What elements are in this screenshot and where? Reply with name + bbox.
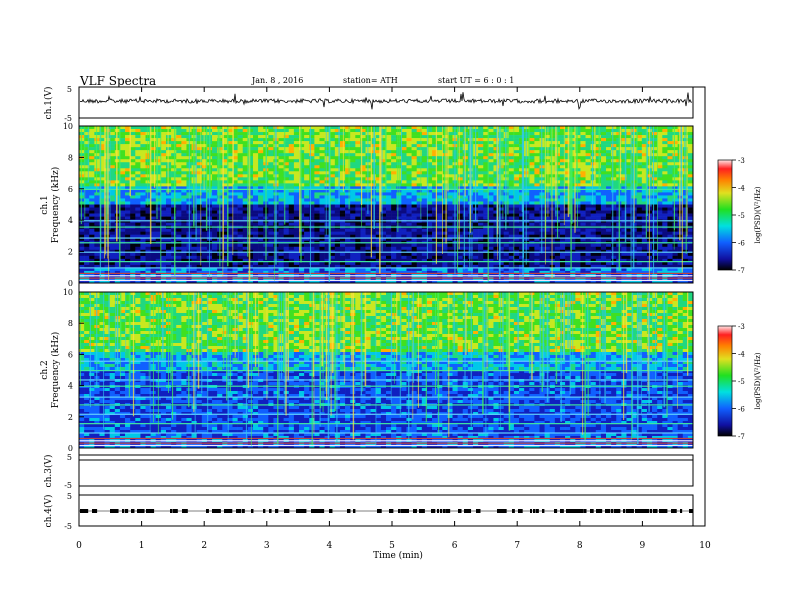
ch1-waveform-line [79, 92, 693, 110]
y-tick-label: 6 [68, 350, 73, 359]
spec2-yticks: 0 2 4 6 8 10 [63, 288, 84, 453]
figure-title: VLF Spectra [79, 74, 156, 88]
colorbar-tick-label: -5 [738, 378, 745, 386]
colorbar-ch2-label: log(PSD)(V²/Hz) [754, 352, 762, 409]
figure-date: Jan. 8 , 2016 [251, 76, 303, 85]
y-tick-label: 4 [68, 382, 73, 391]
x-axis-ticks: 0 1 2 3 4 5 6 7 8 9 10 [76, 87, 711, 551]
y-tick-label: 8 [68, 153, 73, 162]
y-tick-label: 6 [68, 185, 73, 194]
x-tick-label: 5 [389, 541, 395, 551]
x-tick-label: 3 [264, 541, 270, 551]
y-tick-label: 0 [68, 279, 73, 288]
panel-ch1-spectrogram [78, 125, 705, 284]
spec1-yticks: 0 2 4 6 8 10 [63, 122, 84, 288]
x-tick-label: 1 [139, 541, 145, 551]
ch1-ytick-top: 5 [67, 85, 72, 94]
colorbar-ch2: -3 -4 -5 -6 -7 log(PSD)(V²/Hz) [717, 323, 762, 441]
x-axis-label: Time (min) [373, 550, 423, 561]
colorbar-tick-label: -6 [738, 406, 745, 414]
spec1-channel-label: ch.1 [40, 195, 50, 214]
colorbar-tick-label: -7 [738, 267, 745, 275]
x-tick-label: 9 [640, 541, 646, 551]
figure-start-time: start UT = 6 : 0 : 1 [438, 76, 514, 85]
ch4-ylabel: ch.4(V) [43, 495, 54, 528]
y-tick-label: 2 [68, 413, 73, 422]
ch4-waveform-line [79, 509, 693, 513]
y-tick-label: 10 [63, 288, 73, 297]
ch1-ytick-bottom: -5 [64, 114, 72, 123]
panel-ch4-waveform [78, 494, 694, 527]
y-tick-label: 2 [68, 248, 73, 257]
ch3-ylabel: ch.3(V) [43, 455, 54, 488]
panel-ch1-waveform [78, 86, 694, 119]
ch1-spectrogram-image [79, 126, 705, 284]
ch1-ylabel: ch.1(V) [43, 87, 54, 120]
ch2-spectrogram-image [79, 292, 705, 449]
ch3-ytick-bottom: -5 [64, 481, 72, 490]
x-tick-label: 4 [327, 541, 333, 551]
spec2-channel-label: ch.2 [40, 360, 50, 379]
x-tick-label: 7 [514, 541, 520, 551]
x-tick-label: 6 [452, 541, 458, 551]
ch4-ytick-top: 5 [67, 492, 72, 501]
colorbar-ch1-label: log(PSD)(V²/Hz) [754, 186, 762, 243]
figure-station: station= ATH [343, 76, 398, 85]
x-tick-label: 10 [699, 541, 711, 551]
colorbar-ch1: -3 -4 -5 -6 -7 log(PSD)(V²/Hz) [717, 157, 762, 275]
x-tick-label: 2 [201, 541, 207, 551]
y-tick-label: 10 [63, 122, 73, 131]
spec2-ylabel: Frequency (kHz) [50, 332, 61, 409]
colorbar-tick-label: -5 [738, 212, 745, 220]
colorbar-tick-label: -3 [738, 323, 745, 331]
spec1-ylabel: Frequency (kHz) [50, 167, 61, 244]
y-tick-label: 0 [68, 444, 73, 453]
colorbar-tick-label: -4 [738, 185, 745, 193]
y-tick-label: 4 [68, 216, 73, 225]
panel-ch2-spectrogram [78, 291, 705, 449]
colorbar-tick-label: -7 [738, 433, 745, 441]
ch3-ytick-top: 5 [67, 453, 72, 462]
panel-ch3-waveform [78, 454, 694, 487]
colorbar-tick-label: -4 [738, 351, 745, 359]
colorbar-tick-label: -3 [738, 157, 745, 165]
x-tick-label: 0 [76, 541, 82, 551]
x-tick-label: 8 [577, 541, 583, 551]
y-tick-label: 8 [68, 319, 73, 328]
ch4-ytick-bottom: -5 [64, 522, 72, 531]
colorbar-tick-label: -6 [738, 240, 745, 248]
